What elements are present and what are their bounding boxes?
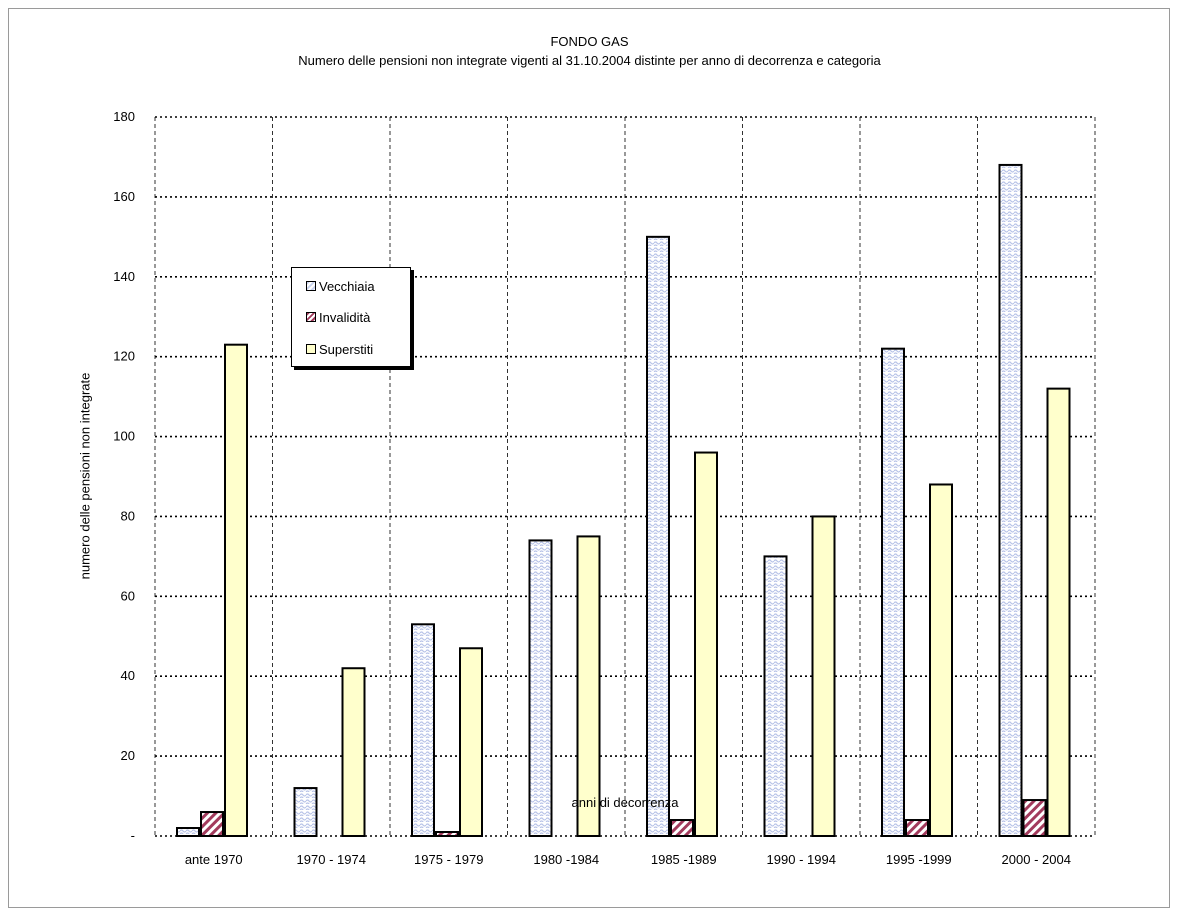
legend-item-superstiti: Superstiti [306,339,373,359]
x-tick-label: 1990 - 1994 [767,852,836,867]
legend-swatch-vecchiaia [306,281,316,291]
bar-superstiti [694,451,718,837]
y-tick-label: 60 [121,588,135,603]
bar-invalidit [1022,799,1047,837]
legend-swatch-superstiti [306,344,316,354]
bar-vecchiaia [176,827,200,837]
x-tick-label: 2000 - 2004 [1002,852,1071,867]
y-tick-label: - [131,828,135,843]
bar-vecchiaia [881,347,905,837]
bar-superstiti [459,647,483,837]
bar-superstiti [576,535,601,838]
x-tick-label: ante 1970 [185,852,243,867]
bar-superstiti [929,483,953,837]
x-axis-label: anni di decorrenza [571,795,679,810]
bar-invalidit [905,819,929,837]
y-axis-label: numero delle pensioni non integrate [77,372,93,580]
x-tick-label: 1985 -1989 [651,852,717,867]
legend-swatch-invalidita [306,312,316,322]
y-tick-label: 40 [121,668,135,683]
bar-superstiti [341,667,366,837]
bar-vecchiaia [763,555,788,838]
y-tick-label: 80 [121,508,135,523]
y-tick-label: 140 [113,269,135,284]
y-tick-label: 160 [113,189,135,204]
x-tick-label: 1970 - 1974 [297,852,366,867]
legend-label-invalidita: Invalidità [319,309,371,325]
y-tick-label: 100 [113,429,135,444]
legend-item-invalidita: Invalidità [306,307,370,327]
bar-invalidit [670,819,694,837]
y-tick-label: 120 [113,349,135,364]
bar-superstiti [811,515,836,837]
legend-item-vecchiaia: Vecchiaia [306,276,375,296]
legend-label-superstiti: Superstiti [319,341,374,357]
x-tick-label: 1980 -1984 [533,852,599,867]
bar-vecchiaia [998,163,1023,837]
y-tick-label: 20 [121,748,135,763]
bar-invalidit [200,811,224,837]
bar-vecchiaia [528,539,553,838]
bar-superstiti [224,343,248,837]
x-tick-label: 1975 - 1979 [414,852,483,867]
bar-superstiti [1046,387,1071,837]
y-tick-label: 180 [113,109,135,124]
legend-label-vecchiaia: Vecchiaia [319,278,375,294]
bar-invalidit [435,831,459,837]
legend: Vecchiaia Invalidità Superstiti [291,267,411,367]
x-tick-label: 1995 -1999 [886,852,952,867]
bar-vecchiaia [411,623,435,837]
bar-vecchiaia [293,787,318,837]
chart-title: FONDO GAS [550,34,629,49]
tick-labels: - 20 40 60 80 100 120 140 160 180 ante 1970 1970 - … [113,109,1071,867]
grid [154,116,1096,837]
bar-vecchiaia [646,235,670,838]
bars [176,163,1071,838]
chart-subtitle: Numero delle pensioni non integrate vige… [298,53,881,68]
